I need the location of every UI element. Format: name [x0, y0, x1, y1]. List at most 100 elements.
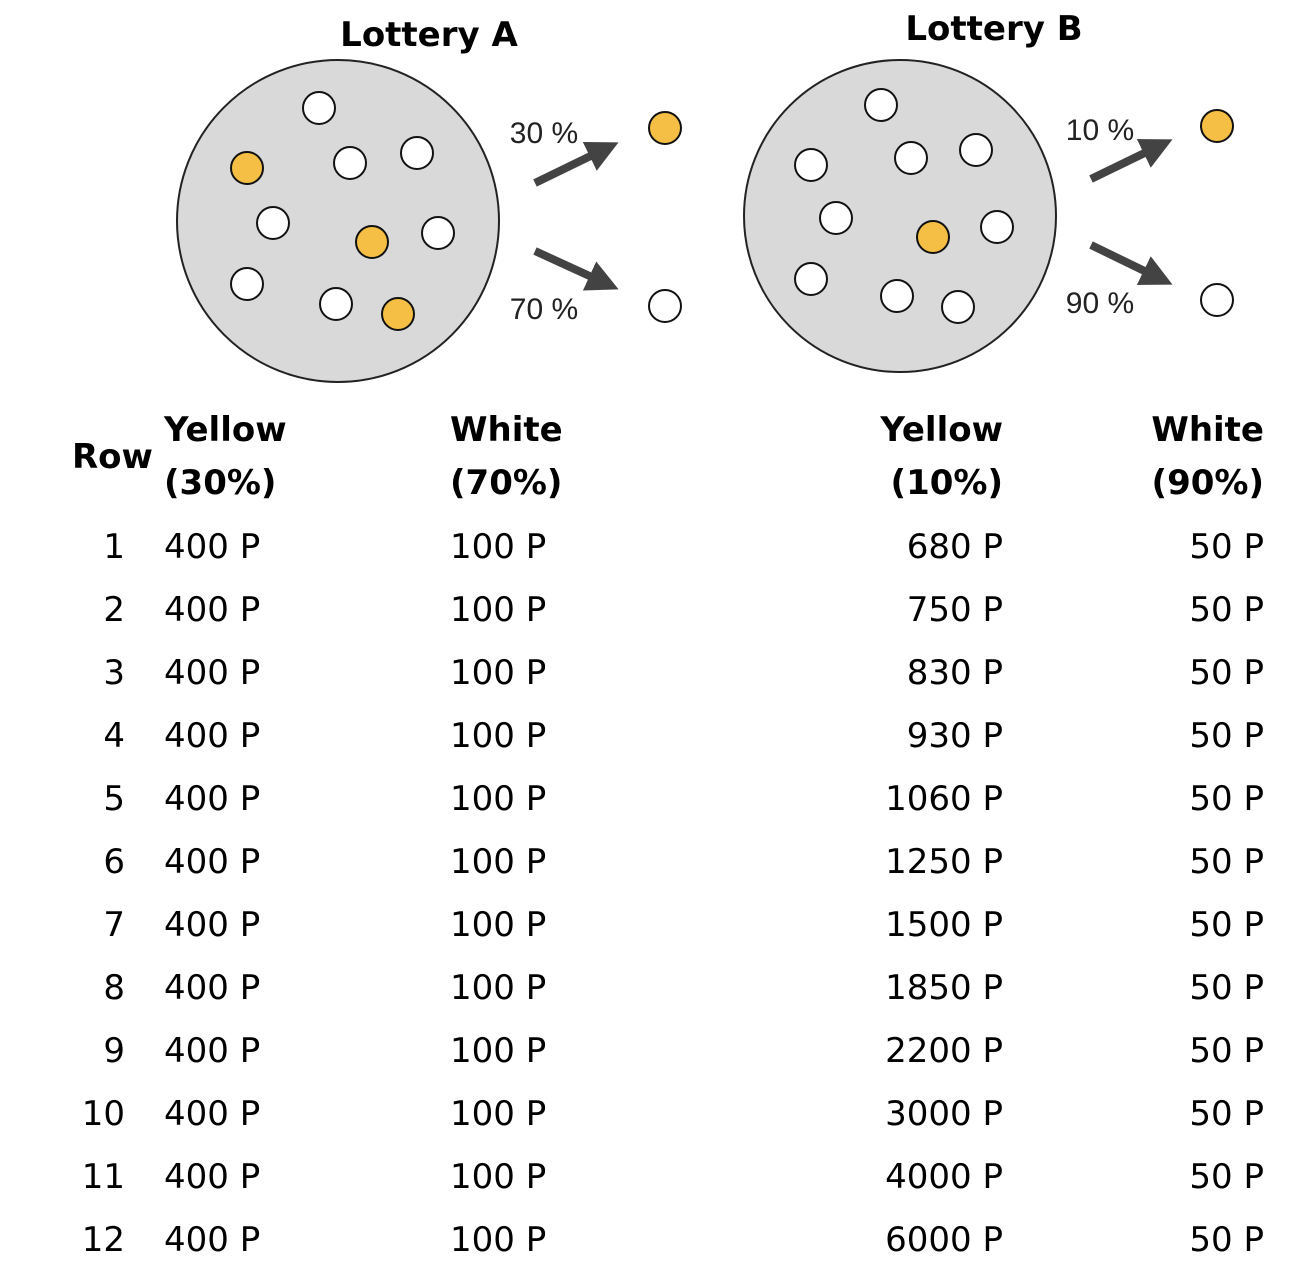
lottery-a-balls: [230, 91, 455, 331]
row-number: 3: [103, 653, 125, 693]
cell-b-white: 50 P: [1189, 842, 1264, 882]
cell-b-yellow: 1500 P: [885, 905, 1003, 945]
cell-b-yellow: 680 P: [906, 527, 1003, 567]
white-ball: [880, 279, 914, 313]
white-ball: [400, 136, 434, 170]
cell-a-white: 100 P: [450, 1094, 547, 1134]
yellow-ball: [916, 220, 950, 254]
white-ball: [302, 91, 336, 125]
lottery-b: Lottery B 10 % 90 %: [743, 9, 1234, 373]
lottery-a-title: Lottery A: [340, 15, 518, 55]
white-ball: [980, 210, 1014, 244]
header-a-yellow: Yellow: [164, 410, 287, 450]
row-number: 6: [103, 842, 125, 882]
lottery-diagram: Lottery A 30 % 70 % Lottery B: [176, 9, 1234, 383]
cell-a-yellow: 400 P: [164, 653, 261, 693]
lottery-a-arrow-down: [533, 247, 619, 291]
cell-a-white: 100 P: [450, 716, 547, 756]
cell-a-yellow: 400 P: [164, 527, 261, 567]
header-b-white: White: [1151, 410, 1264, 450]
cell-b-yellow: 2200 P: [885, 1031, 1003, 1071]
cell-b-white: 50 P: [1189, 653, 1264, 693]
cell-b-yellow: 1250 P: [885, 842, 1003, 882]
header-a-white-pct: (70%): [450, 463, 563, 503]
cell-b-yellow: 930 P: [906, 716, 1003, 756]
cell-a-yellow: 400 P: [164, 1220, 261, 1260]
cell-a-yellow: 400 P: [164, 1157, 261, 1197]
white-ball: [794, 262, 828, 296]
white-ball: [959, 133, 993, 167]
cell-b-yellow: 3000 P: [885, 1094, 1003, 1134]
lottery-a-yellow-pct: 30 %: [510, 117, 578, 150]
cell-b-yellow: 830 P: [906, 653, 1003, 693]
cell-b-white: 50 P: [1189, 779, 1264, 819]
cell-b-white: 50 P: [1189, 1031, 1264, 1071]
cell-b-yellow: 4000 P: [885, 1157, 1003, 1197]
cell-a-white: 100 P: [450, 842, 547, 882]
cell-b-white: 50 P: [1189, 716, 1264, 756]
cell-a-white: 100 P: [450, 905, 547, 945]
lottery-a-white-pct: 70 %: [510, 293, 578, 326]
row-number: 11: [81, 1157, 125, 1197]
lottery-a-outcome-yellow: [648, 111, 682, 145]
white-ball: [421, 216, 455, 250]
white-ball: [819, 201, 853, 235]
header-b-yellow: Yellow: [880, 410, 1003, 450]
cell-a-yellow: 400 P: [164, 716, 261, 756]
cell-b-yellow: 1850 P: [885, 968, 1003, 1008]
row-number: 5: [103, 779, 125, 819]
lottery-a-outcome-white: [648, 289, 682, 323]
row-number: 8: [103, 968, 125, 1008]
cell-a-white: 100 P: [450, 1157, 547, 1197]
cell-a-white: 100 P: [450, 527, 547, 567]
white-ball: [941, 290, 975, 324]
cell-a-yellow: 400 P: [164, 590, 261, 630]
cell-b-white: 50 P: [1189, 1094, 1264, 1134]
header-a-yellow-pct: (30%): [164, 463, 277, 503]
cell-a-white: 100 P: [450, 968, 547, 1008]
cell-b-yellow: 1060 P: [885, 779, 1003, 819]
header-a-white: White: [450, 410, 563, 450]
white-ball: [256, 206, 290, 240]
yellow-ball: [381, 297, 415, 331]
lottery-b-yellow-pct: 10 %: [1066, 114, 1134, 147]
lottery-b-outcome-white: [1200, 283, 1234, 317]
header-row: Row: [72, 437, 153, 477]
lottery-b-balls: [794, 88, 1014, 324]
row-number: 2: [103, 590, 125, 630]
cell-b-white: 50 P: [1189, 905, 1264, 945]
yellow-ball: [230, 151, 264, 185]
cell-b-yellow: 750 P: [906, 590, 1003, 630]
cell-a-yellow: 400 P: [164, 968, 261, 1008]
header-b-white-pct: (90%): [1151, 463, 1264, 503]
white-ball: [230, 267, 264, 301]
cell-b-white: 50 P: [1189, 1157, 1264, 1197]
cell-b-white: 50 P: [1189, 1220, 1264, 1260]
lottery-b-arrow-down: [1089, 241, 1173, 286]
cell-a-yellow: 400 P: [164, 1031, 261, 1071]
lottery-b-white-pct: 90 %: [1066, 287, 1134, 320]
cell-b-white: 50 P: [1189, 590, 1264, 630]
lottery-b-arrow-up: [1089, 138, 1173, 183]
cell-a-yellow: 400 P: [164, 1094, 261, 1134]
cell-a-yellow: 400 P: [164, 842, 261, 882]
row-number: 12: [81, 1220, 125, 1260]
row-number: 9: [103, 1031, 125, 1071]
white-ball: [794, 148, 828, 182]
cell-a-yellow: 400 P: [164, 779, 261, 819]
row-number: 4: [103, 716, 125, 756]
cell-a-yellow: 400 P: [164, 905, 261, 945]
cell-b-yellow: 6000 P: [885, 1220, 1003, 1260]
cell-a-white: 100 P: [450, 1031, 547, 1071]
white-ball: [319, 287, 353, 321]
cell-a-white: 100 P: [450, 1220, 547, 1260]
white-ball: [894, 141, 928, 175]
lottery-b-title: Lottery B: [905, 9, 1082, 49]
white-ball: [864, 88, 898, 122]
yellow-ball: [355, 225, 389, 259]
cell-b-white: 50 P: [1189, 968, 1264, 1008]
cell-a-white: 100 P: [450, 653, 547, 693]
lottery-a: Lottery A 30 % 70 %: [176, 15, 682, 383]
row-number: 10: [81, 1094, 125, 1134]
